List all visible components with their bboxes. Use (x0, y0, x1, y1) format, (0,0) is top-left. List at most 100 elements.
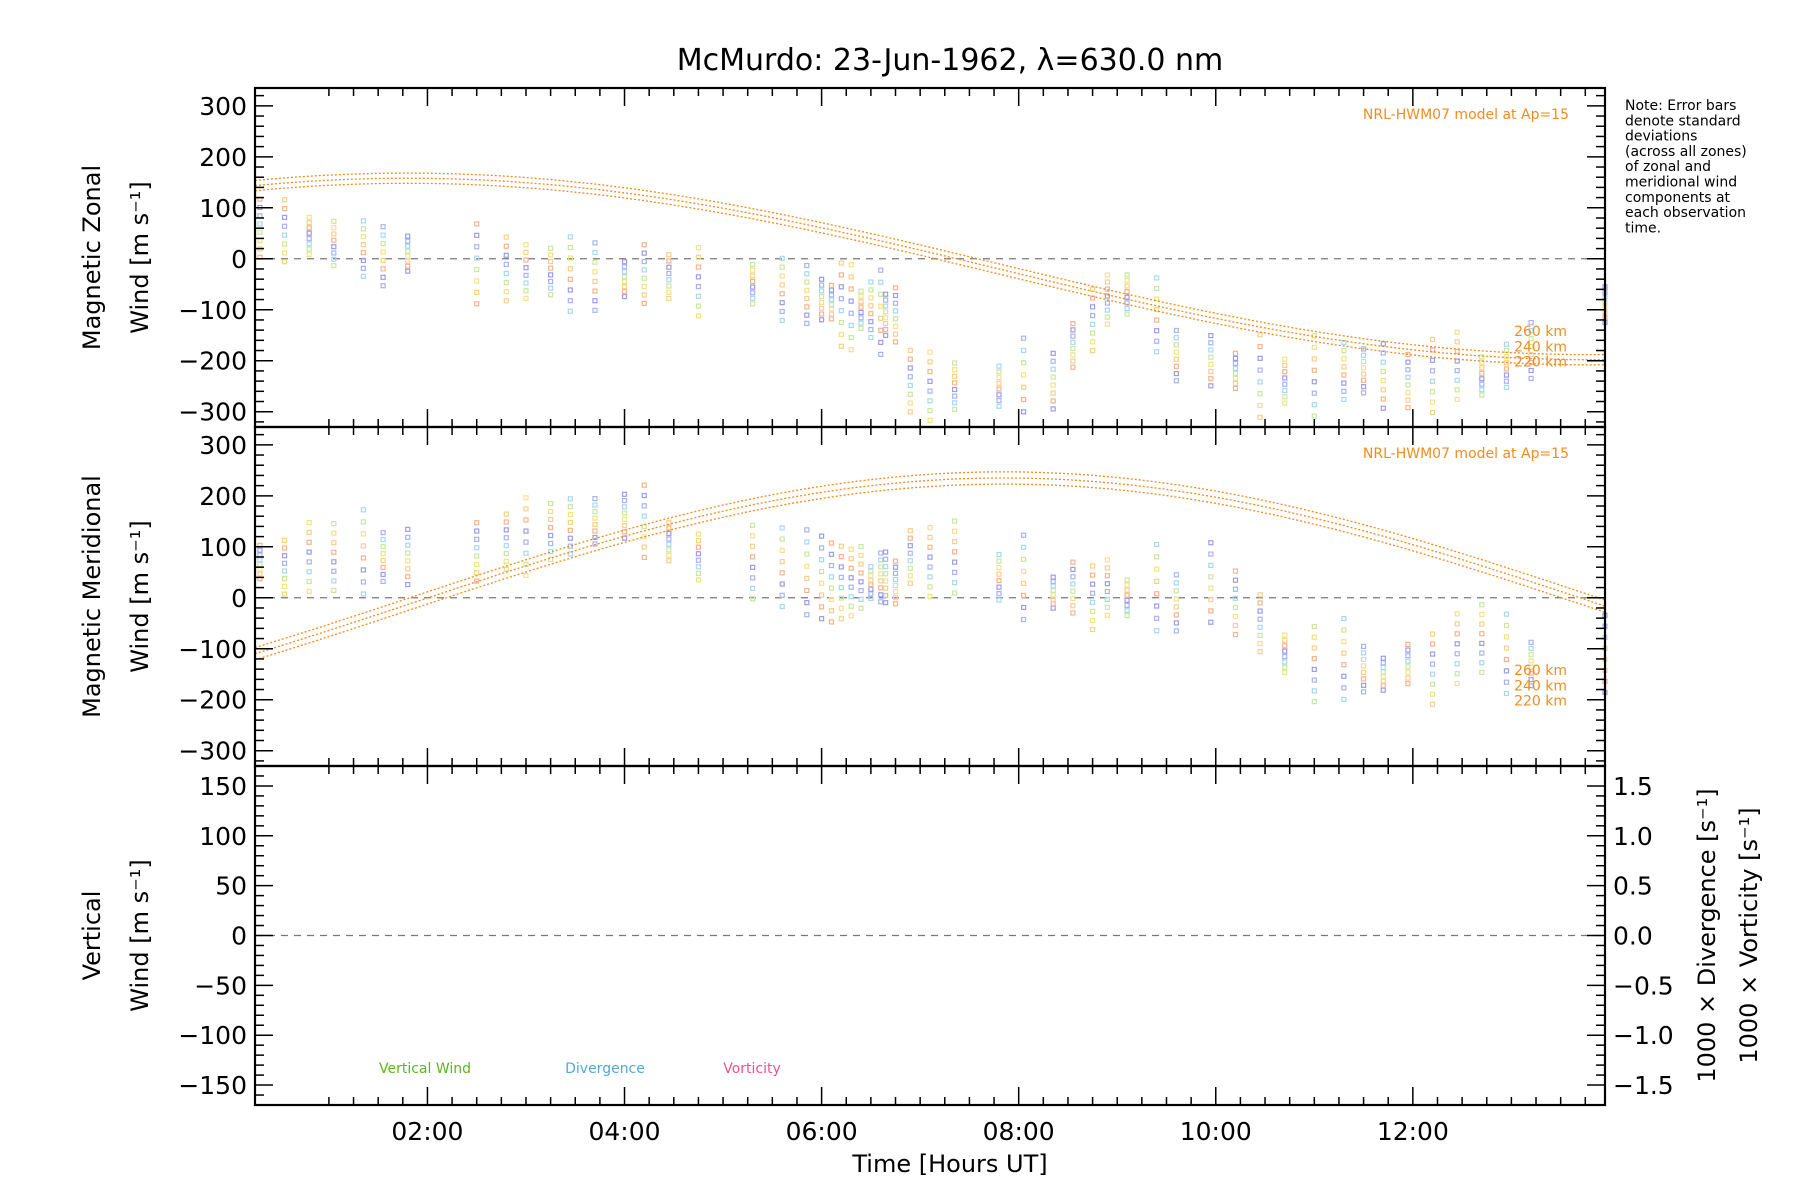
note-line: of zonal and (1625, 159, 1711, 175)
obs-point (281, 214, 288, 221)
obs-point (474, 520, 480, 526)
obs-point (1104, 321, 1110, 327)
obs-point (892, 300, 899, 306)
obs-point (848, 584, 854, 590)
obs-point (257, 229, 263, 235)
obs-point (592, 240, 598, 246)
obs-point (1429, 336, 1436, 343)
obs-point (1341, 372, 1347, 378)
obs-point (331, 578, 337, 584)
obs-point (695, 303, 702, 309)
obs-point (1232, 385, 1239, 392)
obs-point (819, 568, 825, 575)
obs-point (1528, 658, 1534, 664)
obs-point (848, 603, 854, 609)
obs-point (819, 604, 825, 610)
obs-point (1454, 387, 1460, 393)
obs-point (952, 360, 958, 366)
obs-point (695, 531, 702, 537)
obs-point (641, 242, 647, 248)
obs-point (1429, 671, 1436, 677)
obs-point (848, 298, 854, 304)
obs-point (952, 393, 958, 399)
x-tick-labels: 02:00 04:00 06:00 08:00 10:00 12:00 (391, 1117, 1448, 1146)
obs-point (1124, 305, 1130, 312)
obs-point (883, 571, 889, 577)
obs-point (380, 283, 386, 289)
obs-point (1454, 641, 1460, 647)
obs-point (641, 292, 647, 298)
obs-point (848, 347, 854, 353)
obs-point (892, 308, 899, 314)
obs-point (858, 588, 864, 594)
obs-point (1380, 405, 1386, 411)
obs-point (779, 592, 785, 598)
obs-point (907, 558, 913, 564)
obs-point (1528, 359, 1534, 366)
obs-point (819, 592, 825, 598)
obs-point (907, 528, 913, 534)
obs-point (1124, 582, 1130, 588)
obs-point (306, 235, 312, 242)
chart-title: McMurdo: 23-Jun-1962, λ=630.0 nm (677, 43, 1223, 78)
obs-point (1380, 664, 1386, 670)
obs-point (503, 270, 509, 277)
obs-point (503, 511, 509, 517)
obs-point (1021, 384, 1027, 390)
obs-point (892, 576, 899, 583)
obs-point (592, 249, 598, 256)
obs-point (1232, 365, 1239, 372)
height-label: 260 km (1514, 324, 1567, 340)
obs-point (474, 570, 480, 576)
obs-point (1360, 663, 1367, 669)
obs-point (848, 594, 854, 600)
obs-point (641, 534, 647, 540)
obs-point (1124, 592, 1130, 598)
obs-point (868, 319, 874, 325)
obs-point (1124, 272, 1130, 278)
y-tick-label: 200 (199, 482, 247, 511)
model-curve-240 km (254, 177, 1606, 361)
obs-point (819, 299, 825, 306)
obs-point (523, 539, 529, 545)
obs-point (927, 524, 933, 531)
y2-tick-label: −1.0 (1613, 1021, 1674, 1050)
obs-point (621, 274, 628, 280)
obs-point (257, 221, 263, 227)
obs-point (1454, 377, 1460, 383)
obs-point (1232, 586, 1239, 592)
obs-point (1360, 390, 1367, 396)
model-curve-260 km (254, 182, 1606, 366)
obs-point (1503, 341, 1510, 347)
obs-point (1154, 349, 1160, 355)
obs-point (750, 533, 756, 539)
obs-point (360, 579, 366, 585)
obs-point (281, 591, 288, 597)
obs-point (1282, 664, 1288, 670)
obs-point (523, 517, 529, 523)
obs-point (1341, 627, 1347, 633)
obs-point (567, 504, 573, 510)
obs-point (1311, 645, 1317, 651)
obs-point (1311, 390, 1317, 396)
obs-point (804, 287, 810, 293)
obs-point (996, 369, 1002, 375)
height-label: 220 km (1514, 355, 1567, 371)
obs-point (848, 322, 854, 329)
obs-point (1208, 340, 1214, 346)
obs-point (927, 564, 933, 570)
obs-point (666, 541, 672, 548)
obs-point (1479, 387, 1485, 393)
obs-point (1405, 389, 1411, 396)
obs-point (1050, 406, 1056, 412)
x-tick-label: 04:00 (589, 1117, 661, 1146)
obs-point (360, 257, 366, 264)
obs-point (1311, 634, 1317, 640)
obs-point (1341, 356, 1347, 362)
obs-point (779, 282, 785, 288)
obs-point (405, 243, 411, 249)
obs-point (641, 554, 647, 561)
obs-point (1405, 397, 1411, 403)
